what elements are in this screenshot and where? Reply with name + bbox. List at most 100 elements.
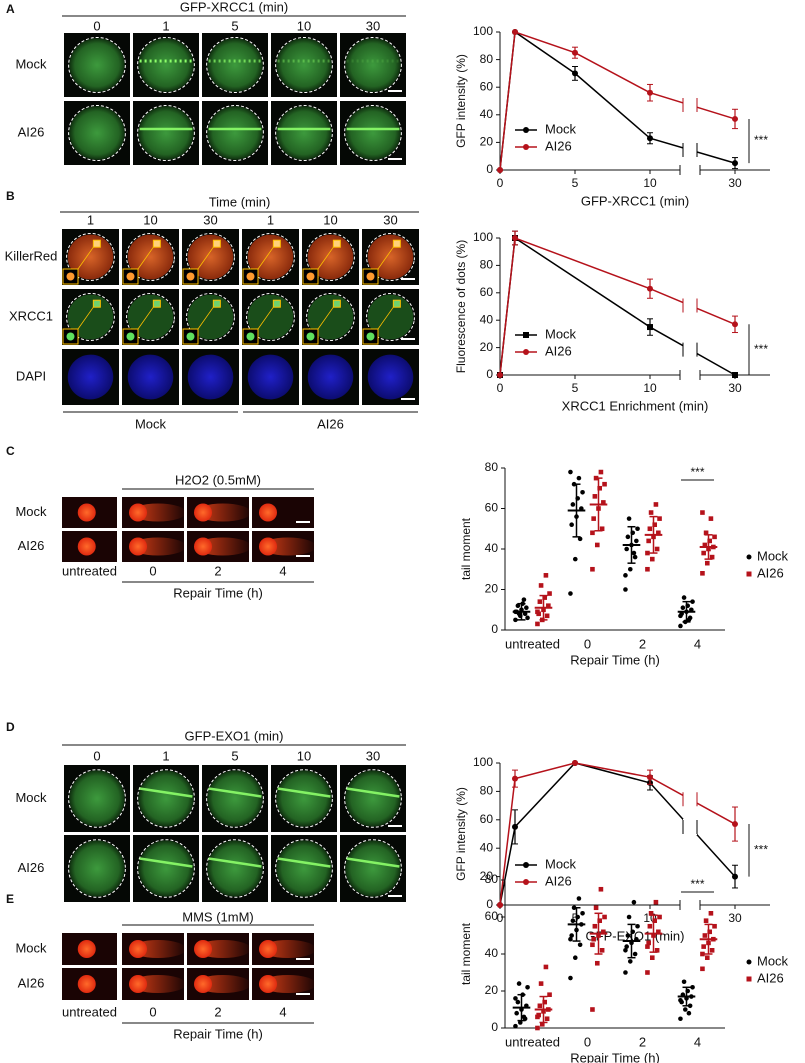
column-label: untreated bbox=[62, 563, 117, 578]
nucleus bbox=[247, 234, 294, 280]
legend-label: AI26 bbox=[757, 970, 784, 985]
marker bbox=[708, 516, 714, 521]
nucleus-outline bbox=[186, 232, 235, 282]
marker bbox=[512, 235, 518, 241]
marker bbox=[653, 899, 659, 905]
marker bbox=[570, 918, 576, 923]
marker bbox=[657, 914, 662, 920]
column-label: 10 bbox=[297, 18, 311, 33]
marker bbox=[598, 886, 604, 892]
marker bbox=[497, 167, 503, 173]
micrograph bbox=[271, 101, 337, 165]
nucleus bbox=[276, 840, 332, 897]
nucleus-outline bbox=[246, 292, 295, 342]
roi-box bbox=[152, 239, 161, 248]
micrograph bbox=[362, 349, 419, 405]
marker bbox=[542, 595, 548, 600]
marker bbox=[647, 324, 653, 331]
marker bbox=[645, 970, 650, 975]
marker bbox=[631, 550, 637, 556]
marker bbox=[547, 591, 552, 596]
marker bbox=[623, 587, 628, 592]
micrograph bbox=[64, 765, 130, 832]
marker bbox=[649, 955, 655, 960]
nucleus-outline bbox=[344, 104, 402, 162]
micrograph bbox=[252, 531, 316, 562]
inset-connector bbox=[377, 306, 394, 330]
legend-label: AI26 bbox=[545, 138, 572, 153]
column-label: 30 bbox=[203, 212, 217, 227]
nucleus-outline bbox=[137, 769, 195, 828]
nucleus-outline bbox=[366, 232, 415, 282]
y-tick-label: 20 bbox=[485, 582, 499, 596]
comet-head bbox=[259, 975, 277, 993]
marker bbox=[700, 966, 705, 972]
column-label: 10 bbox=[143, 212, 157, 227]
significance: *** bbox=[754, 133, 768, 147]
x-axis-label: Repair Time (h) bbox=[570, 1050, 660, 1063]
significance: *** bbox=[754, 342, 768, 356]
row-label: Mock bbox=[15, 790, 47, 805]
marker bbox=[623, 948, 628, 953]
nucleus bbox=[69, 840, 125, 897]
legend-label: Mock bbox=[757, 953, 789, 968]
micrograph bbox=[122, 531, 186, 562]
marker bbox=[576, 475, 582, 481]
micrograph bbox=[340, 33, 406, 97]
y-tick-label: 60 bbox=[480, 285, 494, 299]
marker bbox=[523, 332, 529, 338]
nucleus-outline bbox=[206, 36, 264, 94]
legend-label: Mock bbox=[545, 326, 577, 341]
inset-dot bbox=[306, 272, 315, 281]
comet-head bbox=[194, 503, 212, 522]
micrograph bbox=[182, 349, 239, 405]
micrograph bbox=[62, 968, 117, 1000]
marker bbox=[577, 536, 583, 542]
marker bbox=[577, 942, 583, 948]
inset-dot bbox=[126, 272, 135, 281]
micrograph bbox=[252, 933, 316, 965]
micrograph bbox=[122, 289, 179, 345]
row-label: AI26 bbox=[18, 975, 45, 990]
y-tick-label: 100 bbox=[473, 230, 493, 244]
marker bbox=[704, 560, 710, 566]
y-tick-label: 80 bbox=[485, 460, 499, 474]
legend-label: Mock bbox=[757, 548, 789, 563]
legend-label: Mock bbox=[545, 121, 577, 136]
nucleus bbox=[69, 106, 125, 160]
marker bbox=[746, 571, 752, 577]
marker bbox=[657, 516, 662, 521]
x-tick-label: 30 bbox=[728, 911, 742, 925]
marker bbox=[702, 933, 708, 938]
micrograph bbox=[271, 835, 337, 902]
nucleus-outline bbox=[68, 769, 126, 828]
marker bbox=[625, 933, 631, 938]
marker bbox=[707, 538, 713, 544]
nucleus bbox=[307, 354, 354, 400]
marker bbox=[623, 970, 628, 975]
marker bbox=[700, 571, 705, 576]
comet-head bbox=[77, 503, 96, 522]
column-label: 2 bbox=[214, 563, 221, 578]
y-tick-label: 60 bbox=[480, 812, 494, 826]
marker bbox=[732, 821, 738, 828]
nucleus bbox=[345, 106, 401, 160]
micrograph bbox=[340, 835, 406, 902]
laser-stripe bbox=[208, 857, 262, 868]
comet-head bbox=[194, 975, 212, 993]
marker bbox=[525, 985, 530, 990]
panel-letter: D bbox=[6, 720, 15, 734]
micrograph bbox=[242, 289, 299, 345]
marker bbox=[746, 554, 752, 560]
micrograph bbox=[62, 349, 119, 405]
nucleus-outline bbox=[275, 36, 333, 94]
marker bbox=[707, 929, 713, 935]
micrograph bbox=[187, 933, 251, 965]
nucleus bbox=[307, 234, 354, 280]
comet-head bbox=[129, 975, 147, 993]
nucleus bbox=[367, 354, 414, 400]
marker bbox=[681, 595, 687, 600]
marker bbox=[653, 502, 659, 507]
marker bbox=[700, 510, 705, 515]
marker bbox=[701, 944, 706, 949]
